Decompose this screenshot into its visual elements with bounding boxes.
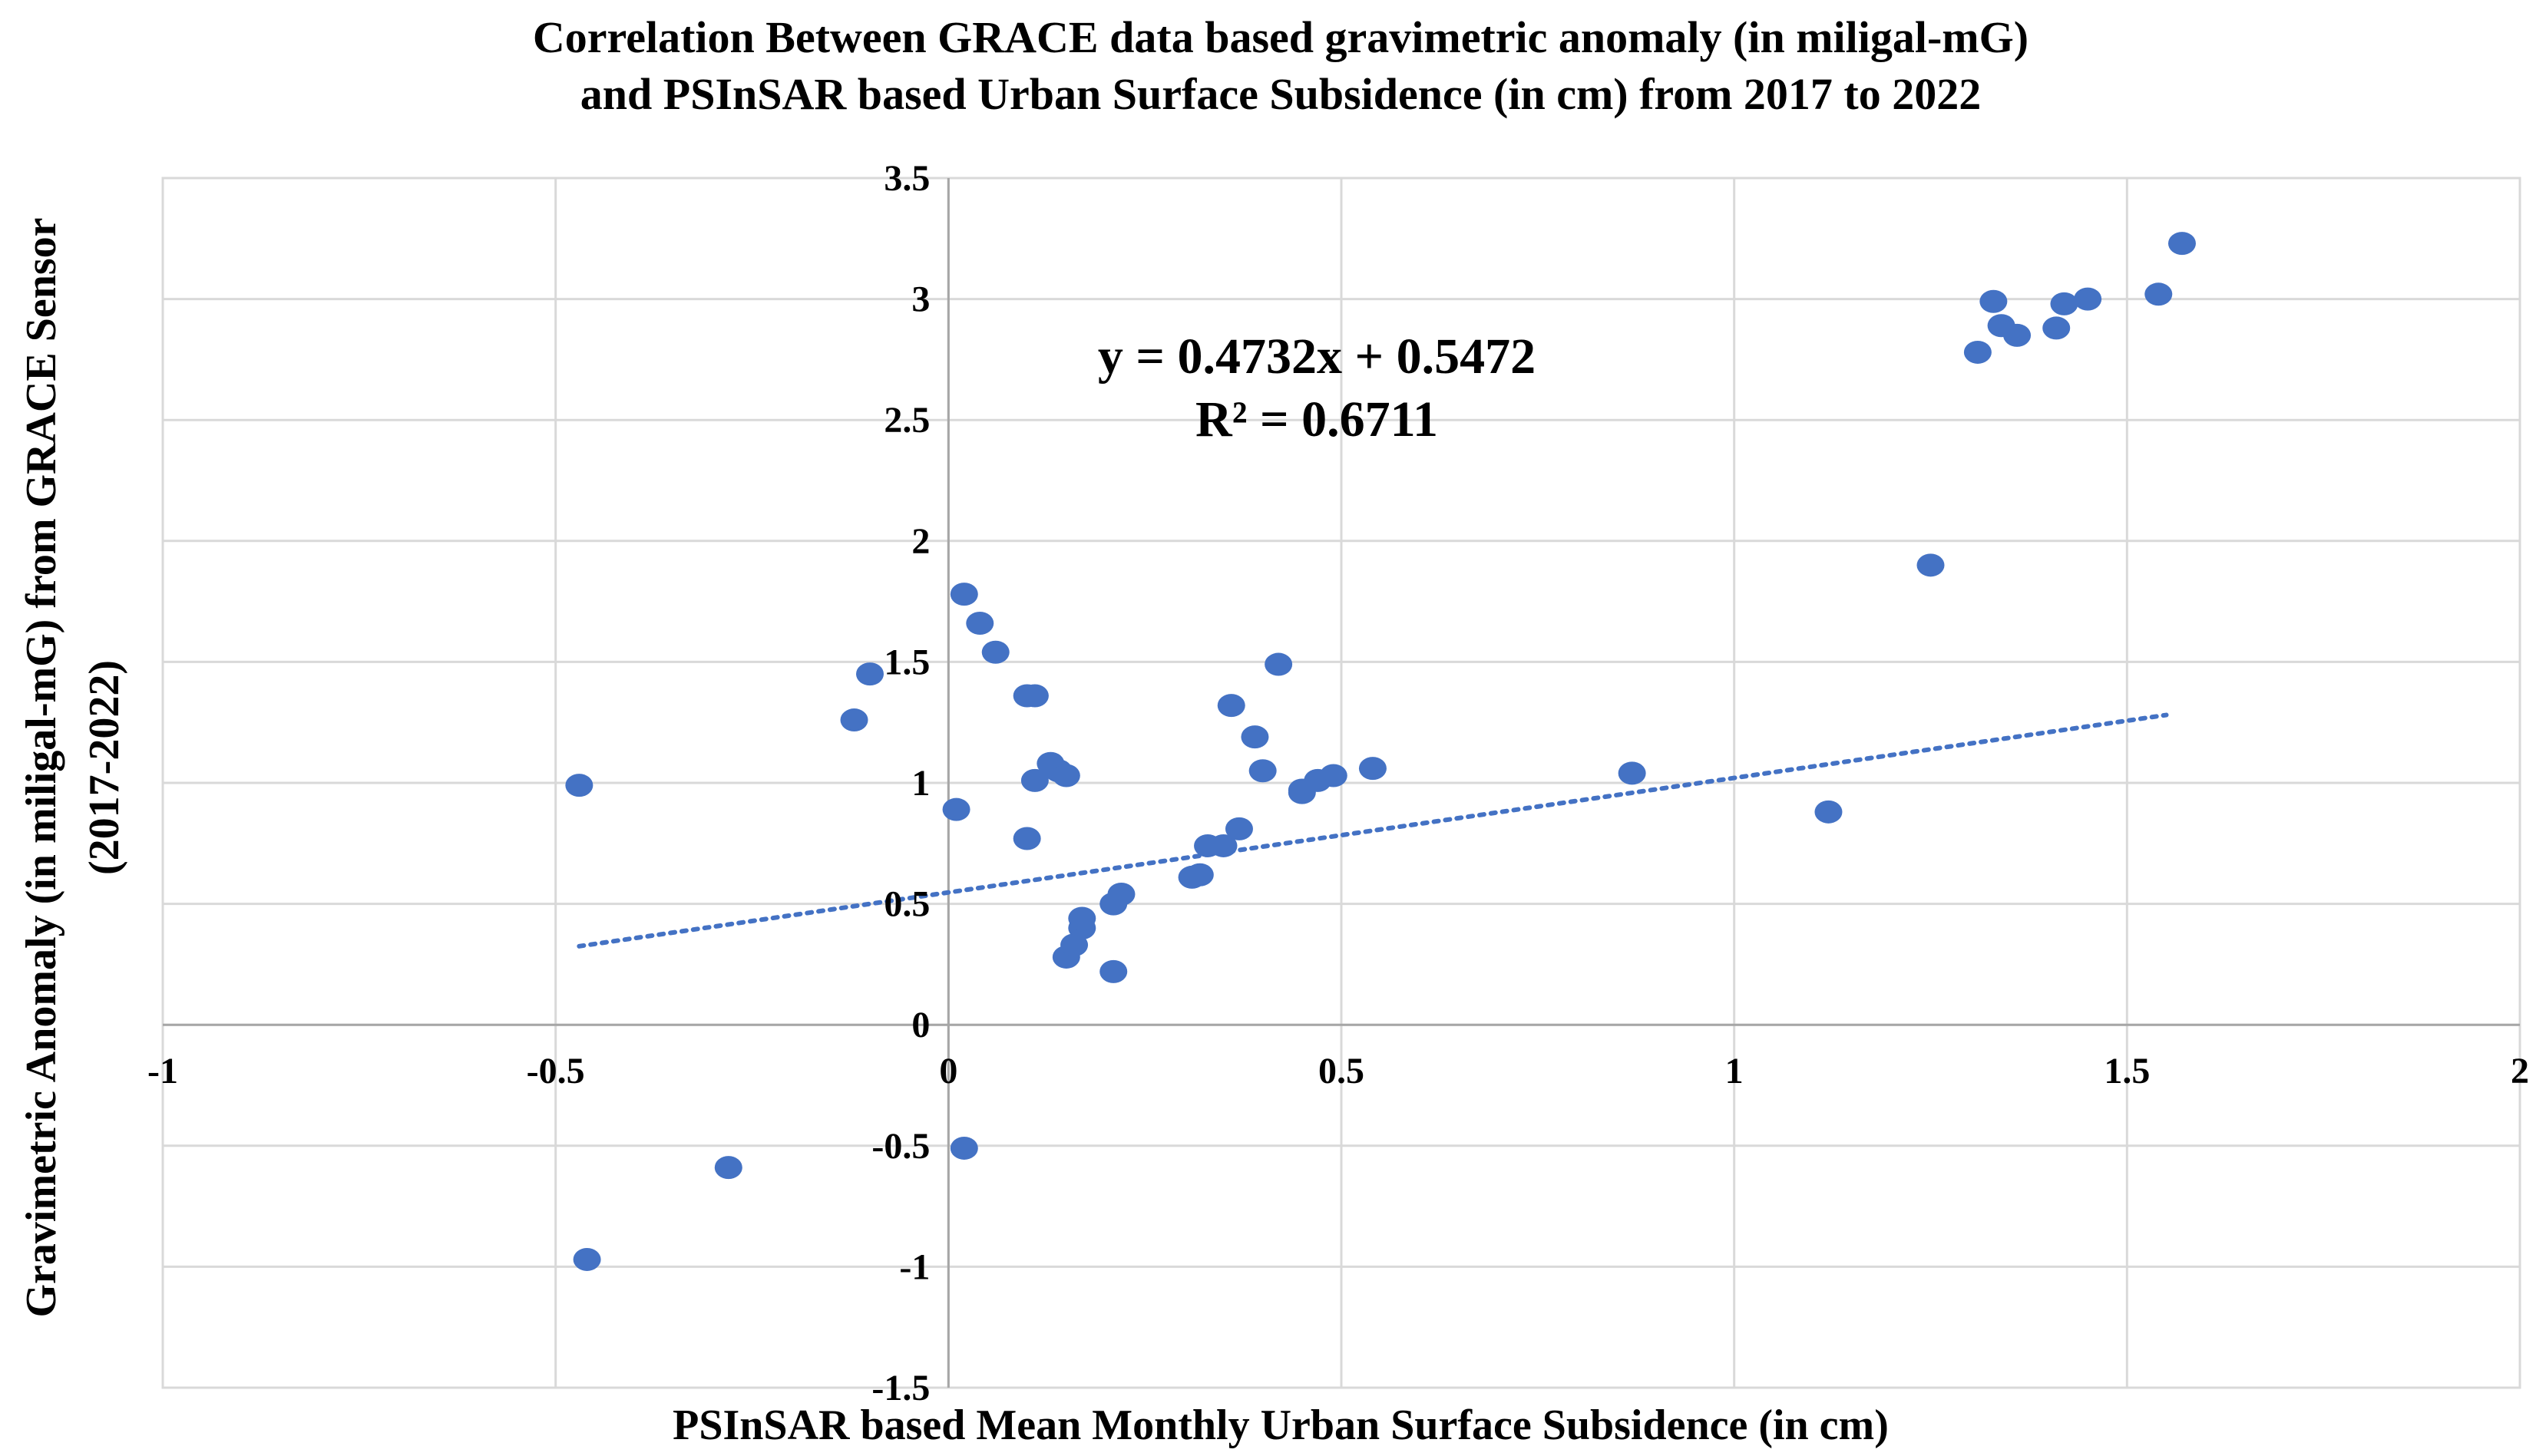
y-tick-label: 0 (911, 1005, 930, 1045)
x-tick-label: 0 (939, 1051, 957, 1091)
data-point (1052, 764, 1080, 787)
data-point (2074, 287, 2102, 311)
data-point (1265, 652, 1293, 676)
y-tick-label: 1 (911, 763, 930, 804)
axes (163, 178, 2520, 1388)
y-tick-label: 2 (911, 521, 930, 562)
x-tick-label: 0.5 (1318, 1051, 1364, 1091)
trendline (577, 712, 2169, 949)
y-tick-label: 3 (911, 279, 930, 320)
tick-labels: -1.5-1-0.500.511.522.533.5-1 -0.5 0 0.5 1 1.5… (147, 158, 2529, 1408)
data-point (1814, 800, 1843, 824)
y-axis-label-line-1: Gravimetric Anomaly (in miligal-mG) from… (18, 217, 65, 1317)
x-tick-label: 1 (1725, 1051, 1744, 1091)
data-point (856, 662, 884, 686)
data-point (1020, 684, 1049, 708)
trendline-r-squared: R² = 0.6711 (1195, 391, 1438, 447)
data-point (1185, 863, 1214, 886)
y-tick-label: 2.5 (884, 400, 930, 441)
data-point (1107, 882, 1136, 906)
data-point (1241, 725, 1269, 749)
data-point (1358, 757, 1387, 781)
data-point (1209, 834, 1238, 857)
data-point (981, 640, 1010, 664)
y-axis-label-line-2: (2017-2022) (81, 660, 128, 875)
data-point (942, 797, 970, 821)
x-tick-label: -0.5 (527, 1051, 585, 1091)
data-point (966, 611, 994, 635)
data-point (950, 583, 978, 606)
data-point (1963, 340, 1992, 364)
data-point (1068, 906, 1096, 930)
y-tick-label: -0.5 (871, 1126, 930, 1167)
data-point (1916, 553, 1945, 577)
x-tick-label: 1.5 (2104, 1051, 2150, 1091)
data-point (1618, 761, 1646, 785)
data-point (840, 708, 868, 732)
chart-title-line-2: and PSInSAR based Urban Surface Subsiden… (580, 69, 1981, 119)
y-tick-label: -1.5 (871, 1368, 930, 1408)
data-point (1020, 768, 1049, 792)
data-point (2050, 292, 2078, 315)
trendline-layer (577, 712, 2169, 949)
data-point (1319, 764, 1347, 787)
y-tick-label: 1.5 (884, 642, 930, 682)
y-tick-label: 0.5 (884, 884, 930, 925)
data-point (950, 1136, 978, 1160)
data-point (714, 1156, 742, 1180)
x-axis-label: PSInSAR based Mean Monthly Urban Surface… (673, 1402, 1889, 1449)
trendline-equation: y = 0.4732x + 0.5472 (1098, 329, 1536, 385)
data-point (1099, 959, 1128, 983)
data-point (2167, 232, 2196, 256)
data-point (2144, 282, 2173, 306)
data-point (1217, 694, 1245, 718)
data-point (1979, 289, 2008, 313)
y-tick-label: 3.5 (884, 158, 930, 199)
data-point (2003, 323, 2032, 347)
data-point (1225, 817, 1253, 840)
y-axis-label: Gravimetric Anomaly (in miligal-mG) from… (18, 217, 128, 1317)
data-point (1013, 827, 1041, 850)
x-tick-label: 2 (2511, 1051, 2529, 1091)
data-point (565, 774, 593, 797)
data-point (2042, 316, 2071, 340)
data-point (1248, 759, 1277, 783)
x-tick-label: -1 (147, 1051, 178, 1091)
y-tick-label: -1 (899, 1246, 930, 1287)
chart-title-line-1: Correlation Between GRACE data based gra… (533, 12, 2028, 62)
data-points (565, 232, 2196, 1271)
data-point (573, 1247, 601, 1271)
